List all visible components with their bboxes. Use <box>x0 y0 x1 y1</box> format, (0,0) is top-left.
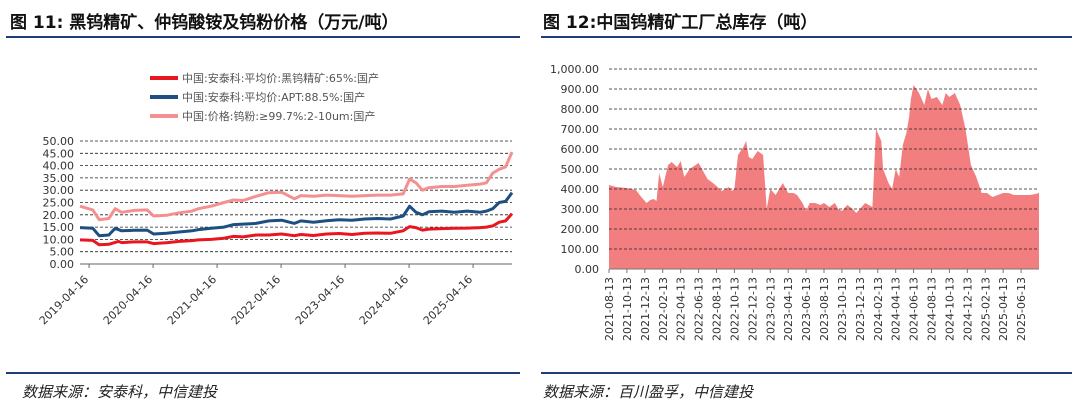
y-tick-label: 15.00 <box>43 221 75 234</box>
y-tick-label: 900.00 <box>561 83 600 96</box>
legend-label-2: 中国:价格:钨粉:≥99.7%:2-10um:国产 <box>182 109 375 123</box>
x-tick-label: 2023-04-13 <box>782 277 795 341</box>
y-tick-label: 1,000.00 <box>550 63 599 76</box>
y-tick-label: 0.00 <box>50 258 75 271</box>
y-tick-label: 700.00 <box>561 123 600 136</box>
x-tick-label: 2020-04-16 <box>101 273 155 327</box>
series-line-0 <box>79 212 514 247</box>
figure-12-bottom-rule <box>541 372 1072 374</box>
y-tick-label: 10.00 <box>43 233 75 246</box>
x-tick-label: 2024-04-16 <box>357 273 411 327</box>
y-tick-label: 50.00 <box>43 135 75 148</box>
y-tick-label: 0.00 <box>575 263 600 276</box>
x-tick-label: 2025-04-16 <box>421 273 475 327</box>
figure-11: 图 11: 黑钨精矿、仲钨酸铵及钨粉价格（万元/吨） 0.00 5.00 10.00… <box>0 0 526 414</box>
figure-11-top-rule <box>6 36 520 38</box>
y-tick-label: 100.00 <box>561 243 600 256</box>
y-tick-label: 40.00 <box>43 160 75 173</box>
y-tick-label: 500.00 <box>561 163 600 176</box>
y-tick-label: 600.00 <box>561 143 600 156</box>
legend-label-0: 中国:安泰科:平均价:黑钨精矿:65%:国产 <box>182 71 379 85</box>
x-tick-label: 2022-04-16 <box>229 273 283 327</box>
x-tick-label: 2025-02-13 <box>979 277 992 341</box>
legend-label-1: 中国:安泰科:平均价:APT:88.5%:国产 <box>182 90 365 104</box>
tungsten-inventory-chart: 0.00 100.00 200.00 300.00 400.00 500.00 600.00… <box>550 63 1039 341</box>
series-line-1 <box>79 191 514 238</box>
x-tick-label: 2023-08-13 <box>818 277 831 341</box>
x-tick-label: 2022-10-13 <box>728 277 741 341</box>
y-tick-label: 45.00 <box>43 147 75 160</box>
x-tick-label: 2022-06-13 <box>693 277 706 341</box>
y-tick-label: 35.00 <box>43 172 75 185</box>
x-tick-label: 2024-12-13 <box>961 277 974 341</box>
y-tick-label: 400.00 <box>561 183 600 196</box>
x-tick-label: 2025-06-13 <box>1015 277 1028 341</box>
x-tick-label: 2024-08-13 <box>926 277 939 341</box>
y-tick-label: 300.00 <box>561 203 600 216</box>
figure-12-title: 图 12:中国钨精矿工厂总库存（吨） <box>543 13 818 33</box>
x-tick-label: 2023-02-13 <box>764 277 777 341</box>
inventory-area <box>609 85 1039 269</box>
x-tick-label: 2025-04-13 <box>997 277 1010 341</box>
figure-11-bottom-rule <box>6 372 520 374</box>
x-tick-label: 2024-06-13 <box>908 277 921 341</box>
x-tick-label: 2021-10-13 <box>621 277 634 341</box>
x-tick-label: 2022-04-13 <box>675 277 688 341</box>
figure-11-title: 图 11: 黑钨精矿、仲钨酸铵及钨粉价格（万元/吨） <box>10 13 399 33</box>
figure-12-source: 数据来源：百川盈孚，中信建投 <box>543 383 754 401</box>
x-tick-label: 2024-10-13 <box>943 277 956 341</box>
x-tick-label: 2022-08-13 <box>711 277 724 341</box>
y-tick-label: 5.00 <box>50 246 75 259</box>
x-tick-label: 2023-04-16 <box>293 273 347 327</box>
x-tick-label: 2024-02-13 <box>872 277 885 341</box>
y-tick-label: 30.00 <box>43 184 75 197</box>
x-tick-label: 2021-04-16 <box>165 273 219 327</box>
tungsten-price-chart: 0.005.0010.0015.0020.0025.0030.0035.0040… <box>37 71 514 327</box>
figure-12-top-rule <box>541 36 1072 38</box>
y-tick-label: 25.00 <box>43 197 75 210</box>
y-tick-label: 20.00 <box>43 209 75 222</box>
x-tick-label: 2022-02-13 <box>657 277 670 341</box>
figure-11-source: 数据来源：安泰科，中信建投 <box>22 383 218 401</box>
x-tick-label: 2023-06-13 <box>800 277 813 341</box>
x-tick-label: 2021-08-13 <box>603 277 616 341</box>
figure-12: 图 12:中国钨精矿工厂总库存（吨） 0.00 100.00 200.00 300.0… <box>541 0 1080 414</box>
x-tick-label: 2021-12-13 <box>639 277 652 341</box>
x-tick-label: 2023-10-13 <box>836 277 849 341</box>
x-tick-label: 2024-04-13 <box>890 277 903 341</box>
x-tick-label: 2019-04-16 <box>37 273 91 327</box>
series-line-2 <box>79 151 514 222</box>
x-tick-label: 2022-12-13 <box>746 277 759 341</box>
y-tick-label: 800.00 <box>561 103 600 116</box>
y-tick-label: 200.00 <box>561 223 600 236</box>
x-tick-label: 2023-12-13 <box>854 277 867 341</box>
